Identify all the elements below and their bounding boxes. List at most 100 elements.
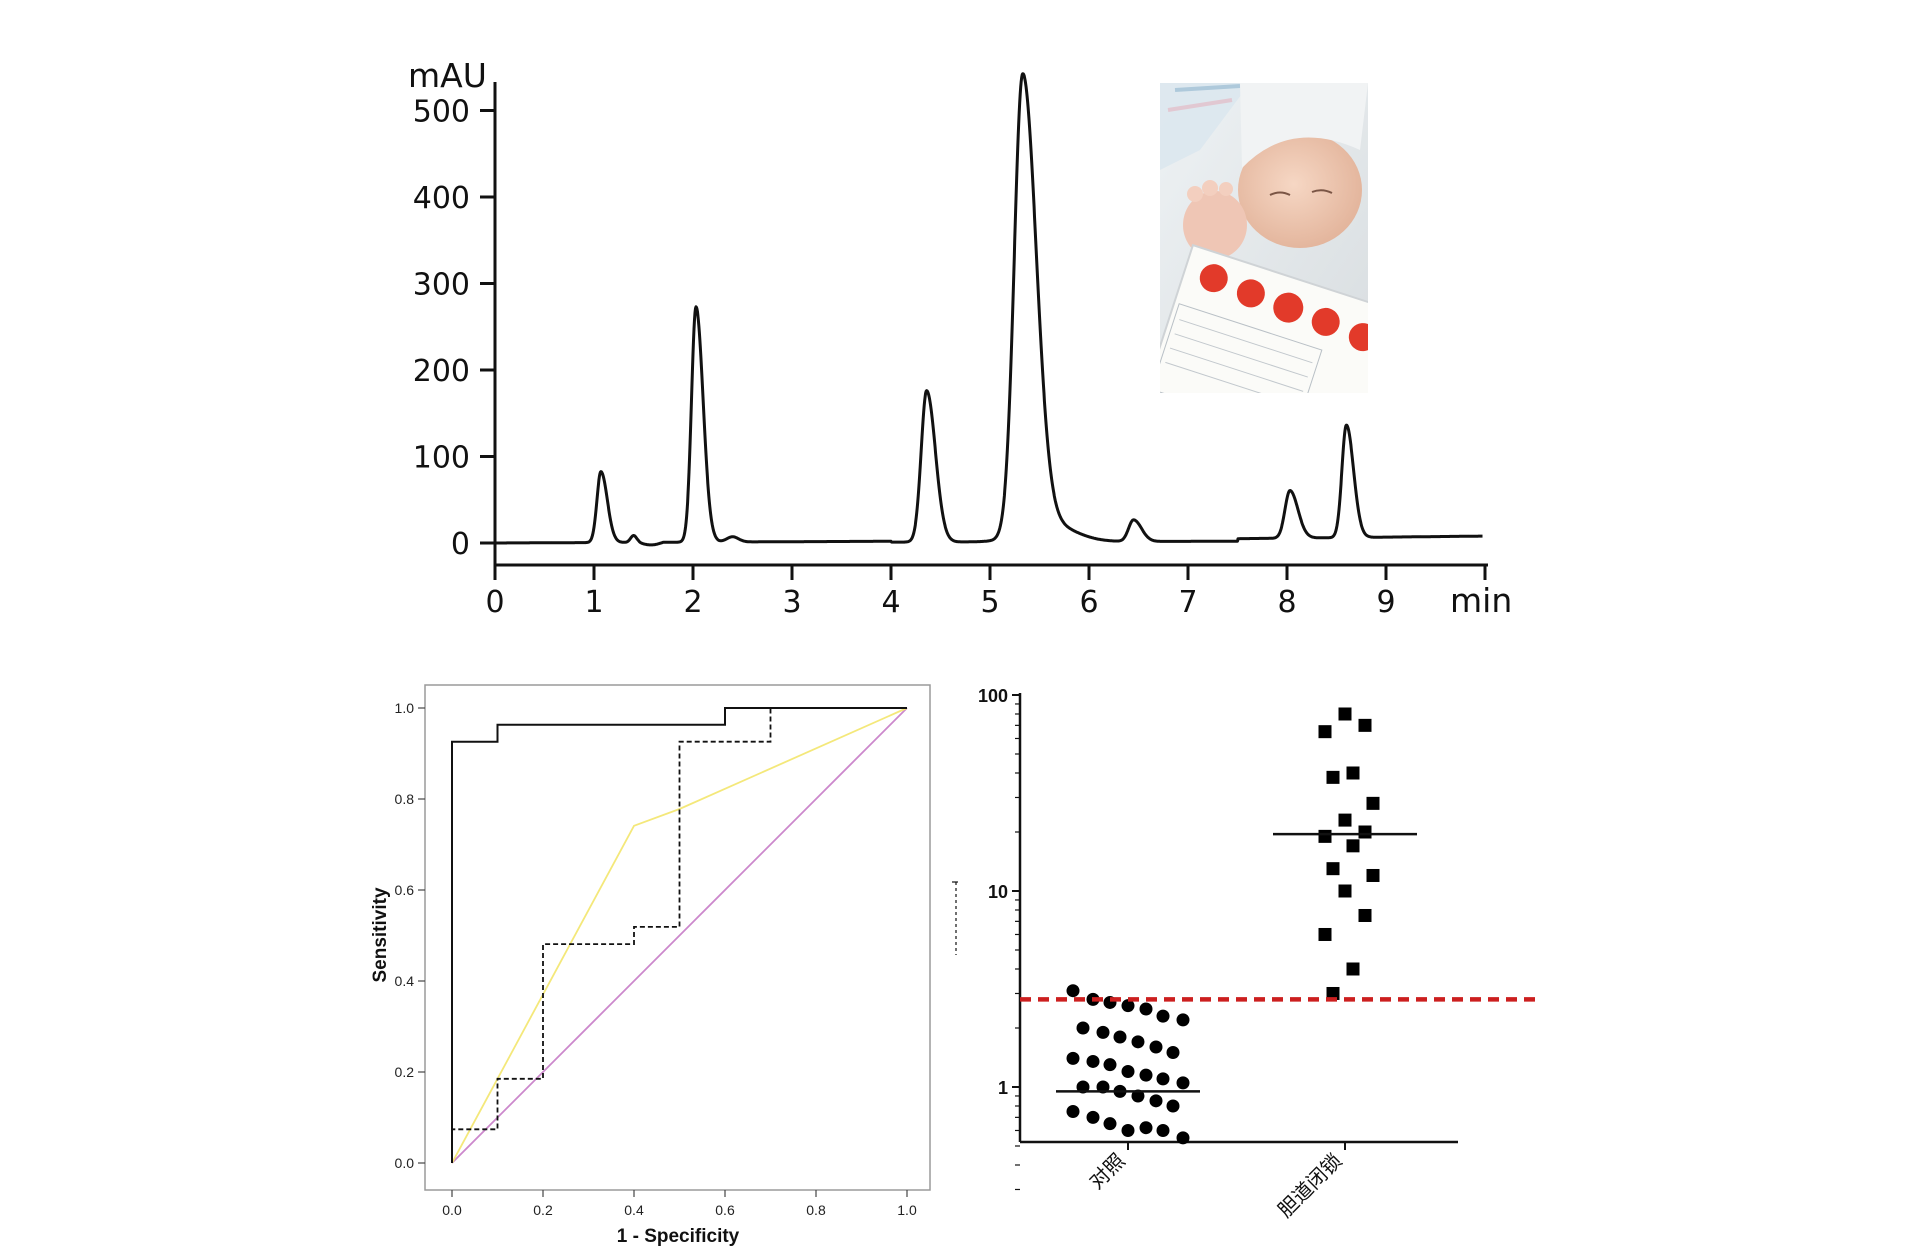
roc-y-tick-label: 0.4	[395, 973, 415, 989]
control-data-point	[1121, 999, 1135, 1013]
chromatogram-x-tick-label: 9	[1376, 585, 1395, 620]
control-data-point	[1176, 1013, 1190, 1027]
biliary-atresia-data-point	[1358, 718, 1372, 732]
biliary-atresia-data-point	[1346, 766, 1360, 780]
roc-y-tick-label: 1.0	[395, 700, 415, 716]
roc-curve-4	[451, 707, 908, 1164]
chromatogram-y-tick-label: 300	[413, 268, 470, 303]
chromatogram-x-tick-label: 5	[980, 585, 999, 620]
control-data-point	[1121, 1123, 1135, 1137]
dot-plot-y-tick-label: 1	[998, 1078, 1008, 1098]
chromatogram-y-tick-label: 0	[451, 527, 470, 562]
control-data-point	[1166, 1045, 1180, 1059]
chromatogram-x-tick-label: 8	[1277, 585, 1296, 620]
dot-plot-category-label: 胆道闭锁	[1273, 1149, 1347, 1223]
biliary-atresia-data-point	[1338, 813, 1352, 827]
control-data-point	[1103, 1058, 1117, 1072]
biliary-atresia-data-point	[1326, 770, 1340, 784]
roc-x-tick-label: 0.2	[533, 1202, 553, 1218]
roc-curves	[451, 707, 908, 1164]
roc-y-ticks: 0.0 0.2 0.4 0.6 0.8 1.0	[395, 700, 425, 1171]
chromatogram-x-tick-label: 0	[485, 585, 504, 620]
chromatogram-x-tick-label: 2	[683, 585, 702, 620]
chromatogram-panel: mAU min 0 100 200 300 400 500 0 1 2 3 4 5 6 7 8 9	[408, 56, 1512, 620]
dot-plot-medians	[1056, 832, 1417, 1093]
roc-y-tick-label: 0.8	[395, 791, 415, 807]
dot-plot-points	[1066, 707, 1380, 1145]
control-data-point	[1166, 1099, 1180, 1113]
chromatogram-x-tick-label: 7	[1178, 585, 1197, 620]
chromatogram-trace	[494, 72, 1484, 547]
biliary-atresia-data-point	[1338, 884, 1352, 898]
roc-panel: 0.0 0.2 0.4 0.6 0.8 1.0 0.0 0.2 0.4 0.6 0.8 1.0 1 …	[370, 684, 931, 1247]
control-data-point	[1131, 1035, 1145, 1049]
biliary-atresia-data-point	[1326, 986, 1340, 1000]
control-data-point	[1149, 1094, 1163, 1108]
chromatogram-y-tick-label: 200	[413, 354, 470, 389]
roc-x-axis-label: 1 - Specificity	[617, 1226, 740, 1247]
chromatogram-x-tick-label: 6	[1079, 585, 1098, 620]
control-data-point	[1176, 1131, 1190, 1145]
dot-plot-y-tick-label: 10	[988, 882, 1008, 902]
biliary-atresia-data-point	[1318, 725, 1332, 739]
control-data-point	[1176, 1076, 1190, 1090]
biliary-atresia-data-point	[1318, 927, 1332, 941]
chromatogram-x-axis-label: min	[1450, 581, 1512, 620]
roc-x-ticks: 0.0 0.2 0.4 0.6 0.8 1.0	[442, 1190, 917, 1218]
control-data-point	[1066, 1051, 1080, 1065]
blood-spot-card	[1160, 243, 1368, 393]
control-data-point	[1113, 1030, 1127, 1044]
biliary-atresia-data-point	[1366, 868, 1380, 882]
roc-y-axis-label: Sensitivity	[370, 887, 391, 982]
control-data-point	[1086, 1110, 1100, 1124]
biliary-atresia-data-point	[1326, 862, 1340, 876]
control-data-point	[1156, 1009, 1170, 1023]
chromatogram-x-tick-label: 4	[881, 585, 900, 620]
control-data-point	[1086, 1054, 1100, 1068]
control-data-point	[1066, 984, 1080, 998]
biliary-atresia-data-point	[1346, 839, 1360, 853]
control-data-point	[1121, 1064, 1135, 1078]
control-data-point	[1096, 1025, 1110, 1039]
roc-x-tick-label: 0.4	[624, 1202, 644, 1218]
baby-foot	[1183, 191, 1247, 259]
roc-x-tick-label: 0.0	[442, 1202, 462, 1218]
chromatogram-y-ticks: 0 100 200 300 400 500	[413, 95, 495, 562]
control-data-point	[1139, 1121, 1153, 1135]
biliary-atresia-data-point	[1318, 829, 1332, 843]
control-data-point	[1156, 1123, 1170, 1137]
dot-plot-y-tick-label: 100	[978, 686, 1008, 706]
control-data-point	[1131, 1089, 1145, 1103]
chromatogram-y-axis-label: mAU	[408, 56, 487, 95]
baby-face	[1238, 132, 1362, 248]
control-data-point	[1103, 1117, 1117, 1131]
roc-y-tick-label: 0.0	[395, 1155, 415, 1171]
roc-x-tick-label: 0.8	[806, 1202, 826, 1218]
chromatogram-x-tick-label: 3	[782, 585, 801, 620]
roc-y-tick-label: 0.2	[395, 1064, 415, 1080]
control-data-point	[1156, 1072, 1170, 1086]
dot-plot-y-ticks: 1 10 100	[978, 686, 1020, 1191]
roc-curve-2	[451, 707, 907, 1163]
roc-x-tick-label: 1.0	[897, 1202, 917, 1218]
control-data-point	[1076, 1021, 1090, 1035]
dot-plot-panel: 1 10 100 对照 胆道闭锁	[952, 686, 1535, 1222]
roc-x-tick-label: 0.6	[715, 1202, 735, 1218]
chromatogram-y-tick-label: 400	[413, 181, 470, 216]
chromatogram-x-tick-label: 1	[584, 585, 603, 620]
dot-plot-category-label: 对照	[1084, 1149, 1129, 1194]
biliary-atresia-data-point	[1338, 707, 1352, 721]
chromatogram-y-tick-label: 100	[413, 441, 470, 476]
biliary-atresia-data-point	[1358, 825, 1372, 839]
newborn-heel-blood-spot-card	[1160, 83, 1368, 393]
control-data-point	[1139, 1068, 1153, 1082]
chromatogram-y-tick-label: 500	[413, 95, 470, 130]
biliary-atresia-data-point	[1358, 908, 1372, 922]
biliary-atresia-data-point	[1346, 962, 1360, 976]
roc-curve-1	[451, 707, 907, 1163]
chromatogram-x-ticks: 0 1 2 3 4 5 6 7 8 9	[485, 565, 1487, 620]
control-data-point	[1149, 1040, 1163, 1054]
roc-curve-3	[451, 707, 908, 1164]
control-data-point	[1139, 1002, 1153, 1016]
